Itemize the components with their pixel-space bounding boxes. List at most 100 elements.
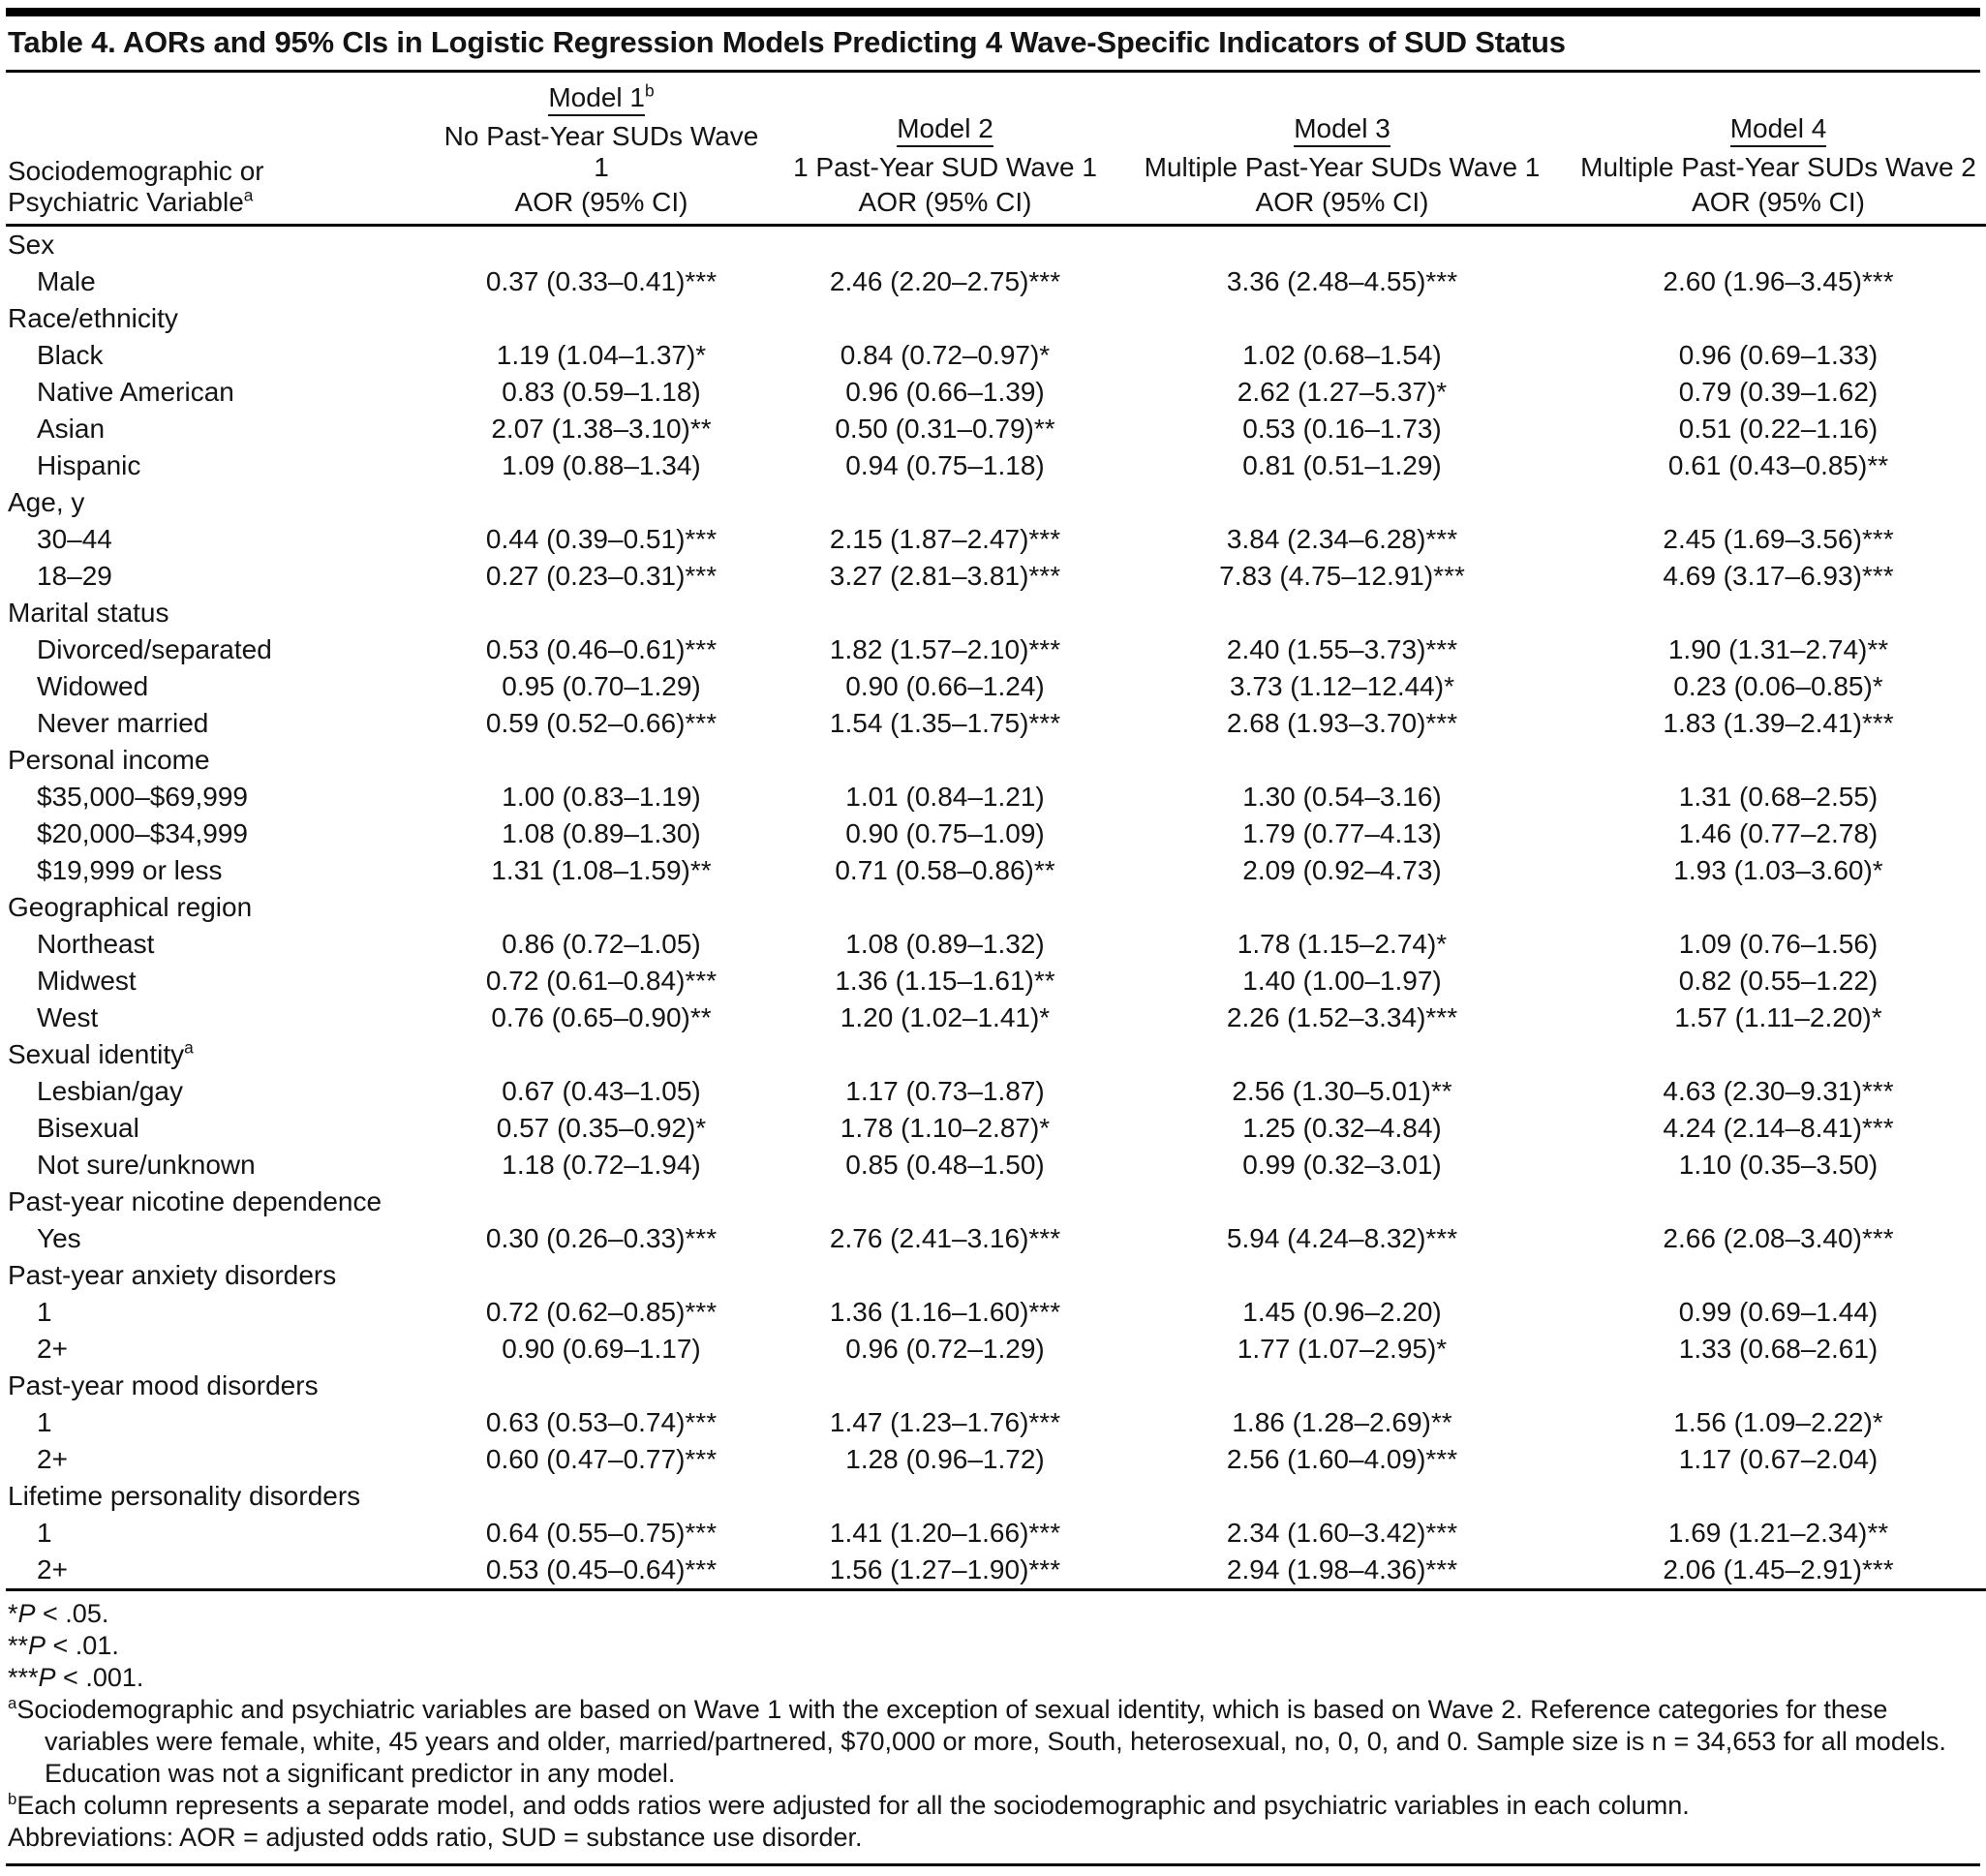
aor-value bbox=[1565, 595, 1986, 631]
table-row: Northeast 0.86 (0.72–1.05) 1.08 (0.89–1.32… bbox=[6, 926, 1986, 963]
section-row: Sexual identitya bbox=[6, 1036, 1986, 1073]
aor-value: 1.41 (1.20–1.66)*** bbox=[829, 1518, 1061, 1548]
aor-value bbox=[771, 595, 1119, 631]
aor-value: 0.85 (0.48–1.50) bbox=[845, 1150, 1045, 1180]
section-label: Lifetime personality disorders bbox=[8, 1481, 361, 1511]
row-label: Asian bbox=[37, 414, 106, 444]
table-row: Yes 0.30 (0.26–0.33)*** 2.76 (2.41–3.16)**… bbox=[6, 1220, 1986, 1257]
aor-value bbox=[771, 300, 1119, 337]
table-header: Sociodemographic or Psychiatric Variable… bbox=[6, 73, 1986, 227]
aor-value bbox=[432, 1257, 771, 1294]
aor-value: 2.56 (1.60–4.09)*** bbox=[1226, 1444, 1458, 1474]
row-label: 2+ bbox=[37, 1334, 68, 1364]
row-label: Never married bbox=[37, 708, 209, 738]
significance-note-2: **P < .01. bbox=[8, 1631, 119, 1660]
aor-value bbox=[1565, 300, 1986, 337]
aor-value: 0.72 (0.62–0.85)*** bbox=[485, 1297, 718, 1327]
aor-value: 0.53 (0.45–0.64)*** bbox=[432, 1552, 771, 1591]
aor-value: 0.84 (0.72–0.97)* bbox=[840, 340, 1051, 370]
aor-value bbox=[432, 1478, 771, 1515]
table-row: 2+ 0.90 (0.69–1.17) 0.96 (0.72–1.29) 1.77 (… bbox=[6, 1331, 1986, 1368]
table-row: Hispanic 1.09 (0.88–1.34) 0.94 (0.75–1.18)… bbox=[6, 447, 1986, 484]
aor-value: 1.20 (1.02–1.41)* bbox=[840, 1002, 1051, 1032]
aor-value: 0.53 (0.16–1.73) bbox=[1242, 414, 1442, 444]
model3-measure: AOR (95% CI) bbox=[1255, 187, 1429, 217]
aor-value: 0.90 (0.66–1.24) bbox=[845, 671, 1045, 701]
table-footnotes: *P < .05. **P < .01. ***P < .001. aSocio… bbox=[6, 1591, 1980, 1860]
table-row: 1 0.64 (0.55–0.75)*** 1.41 (1.20–1.66)*** 2… bbox=[6, 1515, 1986, 1552]
aor-value: 0.72 (0.61–0.84)*** bbox=[485, 966, 718, 996]
row-label: Bisexual bbox=[37, 1113, 139, 1143]
aor-value bbox=[432, 226, 771, 264]
row-label: Midwest bbox=[37, 966, 137, 996]
aor-value bbox=[771, 1036, 1119, 1073]
section-label: Geographical region bbox=[8, 892, 253, 922]
aor-value: 2.45 (1.69–3.56)*** bbox=[1663, 524, 1894, 554]
section-row: Past-year anxiety disorders bbox=[6, 1257, 1986, 1294]
aor-value: 0.67 (0.43–1.05) bbox=[502, 1076, 701, 1106]
aor-value: 1.25 (0.32–4.84) bbox=[1242, 1113, 1442, 1143]
section-label: Past-year nicotine dependence bbox=[8, 1186, 382, 1216]
aor-value bbox=[771, 742, 1119, 779]
aor-value: 1.00 (0.83–1.19) bbox=[502, 782, 701, 812]
row-label: 2+ bbox=[6, 1552, 432, 1591]
table-row: $19,999 or less 1.31 (1.08–1.59)** 0.71 (0… bbox=[6, 852, 1986, 889]
row-label: 18–29 bbox=[37, 561, 112, 591]
row-label: 1 bbox=[37, 1407, 52, 1437]
aor-value: 0.53 (0.46–0.61)*** bbox=[485, 634, 718, 664]
aor-value bbox=[1119, 1184, 1565, 1220]
row-label: Hispanic bbox=[37, 450, 141, 480]
stub-header-line2: Psychiatric Variablea bbox=[8, 185, 254, 217]
table-title: Table 4. AORs and 95% CIs in Logistic Re… bbox=[6, 16, 1980, 73]
aor-value: 1.82 (1.57–2.10)*** bbox=[829, 634, 1061, 664]
table-row: 1 0.63 (0.53–0.74)*** 1.47 (1.23–1.76)*** 1… bbox=[6, 1404, 1986, 1441]
aor-value: 1.10 (0.35–3.50) bbox=[1678, 1150, 1879, 1180]
section-row: Past-year mood disorders bbox=[6, 1368, 1986, 1404]
aor-value: 3.84 (2.34–6.28)*** bbox=[1226, 524, 1458, 554]
table-row: Asian 2.07 (1.38–3.10)** 0.50 (0.31–0.79)*… bbox=[6, 411, 1986, 447]
aor-value: 1.78 (1.15–2.74)* bbox=[1237, 929, 1448, 959]
column-header-model3: Model 3 Multiple Past-Year SUDs Wave 1 A… bbox=[1119, 73, 1565, 227]
aor-value bbox=[1119, 226, 1565, 264]
section-row: Age, y bbox=[6, 484, 1986, 521]
table-row: Not sure/unknown 1.18 (0.72–1.94) 0.85 (0.… bbox=[6, 1147, 1986, 1184]
aor-value: 2.76 (2.41–3.16)*** bbox=[829, 1223, 1061, 1253]
aor-value bbox=[432, 1036, 771, 1073]
aor-value: 1.17 (0.67–2.04) bbox=[1678, 1444, 1879, 1474]
aor-value bbox=[1565, 226, 1986, 264]
aor-value bbox=[771, 1184, 1119, 1220]
aor-value bbox=[1119, 1368, 1565, 1404]
aor-value: 1.09 (0.88–1.34) bbox=[502, 450, 701, 480]
model4-description: Multiple Past-Year SUDs Wave 2 bbox=[1580, 152, 1976, 182]
aor-value: 0.90 (0.75–1.09) bbox=[845, 818, 1045, 848]
aor-value bbox=[771, 1478, 1119, 1515]
model2-measure: AOR (95% CI) bbox=[858, 187, 1032, 217]
aor-value: 2.07 (1.38–3.10)** bbox=[491, 414, 712, 444]
section-label: Past-year mood disorders bbox=[8, 1370, 319, 1400]
model2-label: Model 2 bbox=[897, 113, 993, 147]
row-label: Yes bbox=[37, 1223, 81, 1253]
footnote-a: aSociodemographic and psychiatric variab… bbox=[8, 1694, 1946, 1788]
aor-value bbox=[1565, 742, 1986, 779]
table-row: 18–29 0.27 (0.23–0.31)*** 3.27 (2.81–3.81)… bbox=[6, 558, 1986, 595]
aor-value bbox=[1565, 1257, 1986, 1294]
model4-label: Model 4 bbox=[1729, 113, 1827, 147]
aor-value: 2.56 (1.30–5.01)** bbox=[1232, 1076, 1452, 1106]
table-row: 30–44 0.44 (0.39–0.51)*** 2.15 (1.87–2.47)… bbox=[6, 521, 1986, 558]
aor-value bbox=[1565, 1036, 1986, 1073]
aor-value: 2.94 (1.98–4.36)*** bbox=[1119, 1552, 1565, 1591]
aor-value bbox=[1119, 300, 1565, 337]
model3-label: Model 3 bbox=[1294, 113, 1390, 147]
row-label: Not sure/unknown bbox=[37, 1150, 256, 1180]
aor-value: 0.64 (0.55–0.75)*** bbox=[485, 1518, 718, 1548]
table-row: 1 0.72 (0.62–0.85)*** 1.36 (1.16–1.60)*** 1… bbox=[6, 1294, 1986, 1331]
aor-value: 3.73 (1.12–12.44)* bbox=[1230, 671, 1454, 701]
aor-value bbox=[771, 1257, 1119, 1294]
aor-value: 0.50 (0.31–0.79)** bbox=[835, 414, 1055, 444]
row-label: $19,999 or less bbox=[37, 855, 223, 885]
aor-value: 0.95 (0.70–1.29) bbox=[502, 671, 701, 701]
significance-note-3: ***P < .001. bbox=[8, 1663, 144, 1692]
aor-value: 2.34 (1.60–3.42)*** bbox=[1226, 1518, 1458, 1548]
table-row: $20,000–$34,999 1.08 (0.89–1.30) 0.90 (0.7… bbox=[6, 815, 1986, 852]
aor-value: 4.24 (2.14–8.41)*** bbox=[1663, 1113, 1894, 1143]
